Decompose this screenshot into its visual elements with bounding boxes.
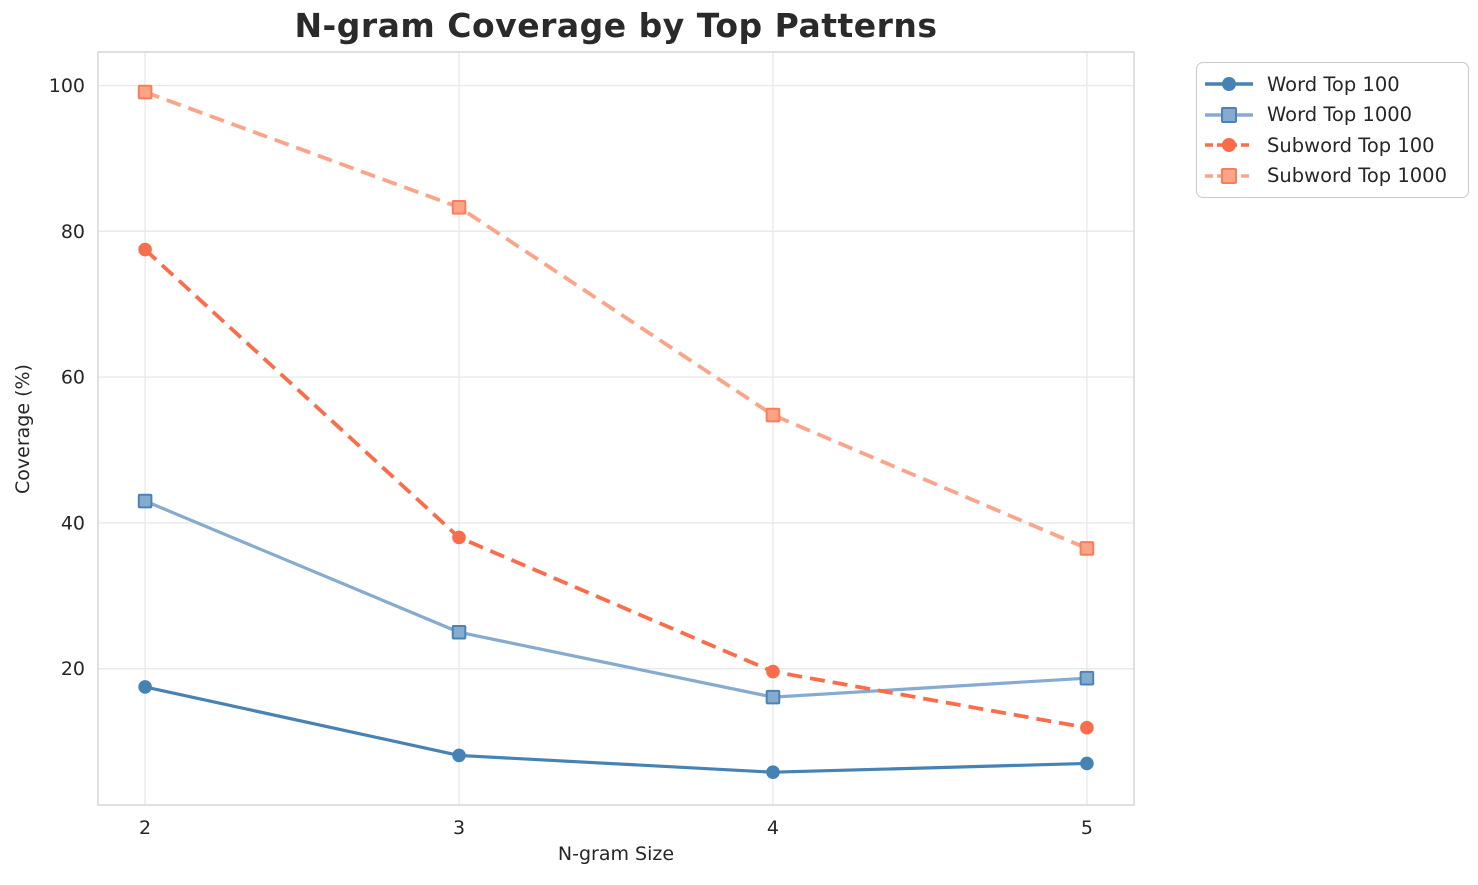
legend-item: Word Top 1000 bbox=[1204, 100, 1458, 131]
marker-word-top-100 bbox=[766, 765, 780, 779]
legend-sample-dashed-line bbox=[1205, 138, 1253, 153]
marker-subword-top-100 bbox=[766, 664, 780, 679]
legend-label: Word Top 1000 bbox=[1267, 103, 1413, 127]
x-tick-label: 2 bbox=[139, 817, 151, 839]
square-marker-icon bbox=[1221, 106, 1237, 123]
legend-sample-solid-line bbox=[1205, 106, 1253, 123]
marker-word-top-1000 bbox=[451, 624, 467, 640]
marker-subword-top-100 bbox=[138, 242, 152, 257]
marker-subword-top-1000 bbox=[137, 84, 153, 100]
x-tick-label: 5 bbox=[1081, 817, 1093, 839]
marker-word-top-100 bbox=[1080, 756, 1094, 771]
square-marker-icon bbox=[1221, 167, 1237, 184]
marker-word-top-100 bbox=[138, 680, 152, 694]
y-tick-label: 40 bbox=[61, 512, 85, 534]
series-line-word-top-1000 bbox=[143, 499, 1089, 699]
marker-subword-top-1000 bbox=[1079, 541, 1095, 556]
marker-word-top-1000 bbox=[765, 689, 781, 705]
x-tick-label: 3 bbox=[453, 817, 465, 839]
y-tick-label: 80 bbox=[61, 221, 85, 243]
series-line-subword-top-1000 bbox=[144, 90, 1088, 551]
marker-subword-top-1000 bbox=[765, 407, 781, 423]
marker-word-top-1000 bbox=[1079, 670, 1095, 686]
circle-marker-icon bbox=[1222, 138, 1236, 153]
marker-subword-top-100 bbox=[1080, 720, 1094, 735]
x-axis-label: N-gram Size bbox=[557, 843, 675, 865]
series-line-subword-top-100 bbox=[143, 248, 1088, 730]
legend-label: Subword Top 1000 bbox=[1267, 164, 1447, 188]
x-tick-label: 4 bbox=[767, 817, 779, 839]
legend-label: Subword Top 100 bbox=[1267, 133, 1435, 157]
y-tick-label: 60 bbox=[61, 367, 85, 389]
series-line-word-top-100 bbox=[143, 685, 1089, 774]
marker-word-top-1000 bbox=[137, 493, 153, 509]
legend-sample-solid-line bbox=[1205, 77, 1253, 92]
legend-sample-dashed-line bbox=[1205, 167, 1253, 184]
legend-item: Subword Top 1000 bbox=[1204, 161, 1458, 192]
marker-subword-top-1000 bbox=[451, 199, 467, 215]
legend-item: Subword Top 100 bbox=[1204, 130, 1458, 161]
marker-word-top-100 bbox=[452, 748, 466, 763]
legend: Word Top 100 Word Top 1000 Subword Top 100… bbox=[1196, 62, 1469, 198]
legend-item: Word Top 100 bbox=[1204, 69, 1458, 100]
chart-title: N-gram Coverage by Top Patterns bbox=[294, 6, 938, 45]
plot-border bbox=[97, 51, 1135, 806]
circle-marker-icon bbox=[1222, 77, 1236, 92]
y-tick-label: 100 bbox=[49, 75, 85, 97]
y-axis-label: Coverage (%) bbox=[12, 364, 34, 494]
y-tick-label: 20 bbox=[61, 658, 85, 680]
marker-subword-top-100 bbox=[452, 530, 466, 545]
legend-label: Word Top 100 bbox=[1267, 72, 1400, 96]
